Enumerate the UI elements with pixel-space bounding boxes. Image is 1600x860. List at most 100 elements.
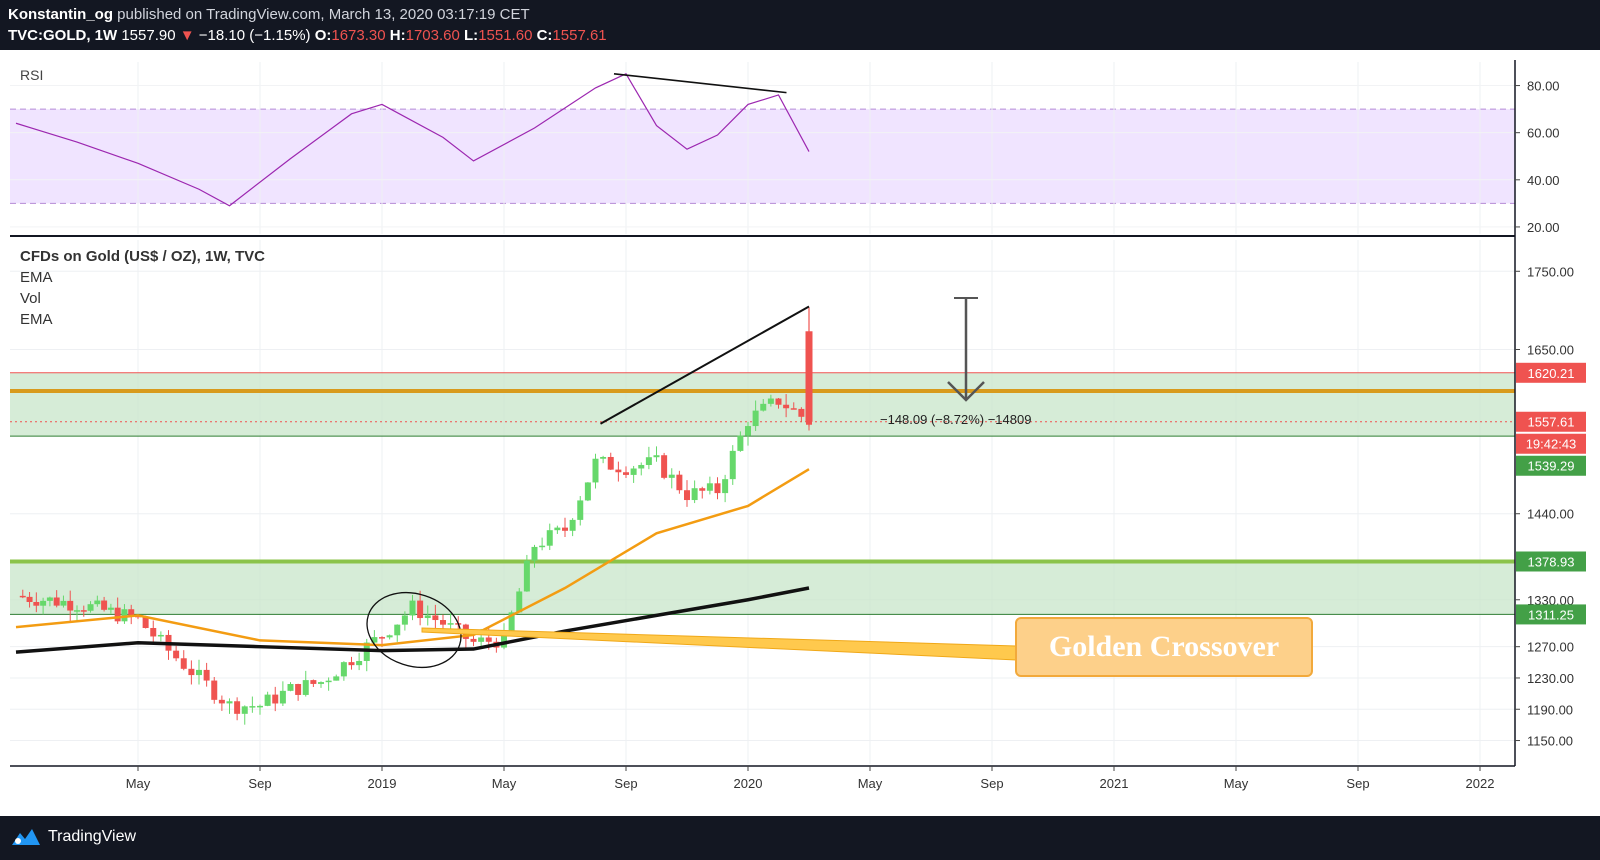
legend-symbol[interactable]: CFDs on Gold (US$ / OZ), 1W, TVC (20, 248, 265, 265)
candle-body (798, 408, 805, 417)
candle-body (310, 680, 317, 684)
x-tick-label: Sep (614, 776, 637, 791)
price-tick-label: 1230.00 (1527, 671, 1574, 686)
candle-body (424, 615, 431, 619)
crossover-circle[interactable] (357, 581, 471, 679)
measure-label: −148.09 (−8.72%) −14809 (880, 412, 1031, 427)
candle-body (196, 669, 202, 676)
price-trend-line[interactable] (600, 305, 810, 425)
candle-body (379, 637, 385, 639)
time-axis[interactable]: May Sep 2019 May Sep 2020 May Sep 2021 May Sep 2022 (126, 766, 1495, 791)
price-badge-label: 1620.21 (1528, 366, 1575, 381)
open-value: 1673.30 (331, 27, 386, 44)
candle-body (562, 527, 568, 531)
candle-body (630, 468, 637, 475)
candle-body (340, 662, 347, 677)
publish-text: published on TradingView.com, March 13, … (117, 6, 530, 23)
price-tick-label: 1190.00 (1527, 702, 1573, 717)
candle-body (706, 483, 713, 491)
callout-box[interactable] (1015, 617, 1313, 677)
candles (19, 307, 813, 725)
candle-body (729, 450, 736, 480)
legend-vol[interactable]: Vol (20, 290, 41, 307)
candle-body (19, 595, 26, 598)
candle-body (87, 604, 94, 611)
down-arrow-icon[interactable] (947, 297, 985, 402)
x-tick-label: May (492, 776, 517, 791)
legend-ema-2[interactable]: EMA (20, 311, 53, 328)
price-tick-label: 1650.00 (1527, 342, 1574, 357)
candle-body (645, 457, 652, 465)
rsi-tick-label: 80.00 (1527, 79, 1560, 94)
high-label: H: (389, 27, 406, 44)
symbol-label[interactable]: TVC:GOLD, 1W (8, 27, 118, 44)
legend-ema-1[interactable]: EMA (20, 269, 53, 286)
candle-body (386, 635, 393, 638)
down-arrow-icon: ▼ (179, 27, 195, 44)
candle-body (432, 615, 439, 621)
symbol-info: TVC:GOLD, 1W 1557.90 ▼ −18.10 (−1.15%) O… (8, 27, 607, 44)
candle-body (722, 479, 729, 494)
candle-body (348, 662, 355, 666)
candle-body (264, 694, 271, 706)
candle-body (531, 546, 538, 561)
x-tick-label: Sep (980, 776, 1003, 791)
x-tick-label: May (126, 776, 151, 791)
price-badge (1516, 604, 1586, 625)
candle-body (623, 472, 629, 475)
candle-body (114, 607, 121, 622)
candle-body (470, 638, 477, 642)
candle-body (775, 398, 782, 405)
callout-text: Golden Crossover (1049, 630, 1279, 663)
price-badge-label: 1557.61 (1528, 415, 1575, 430)
candle-body (53, 597, 60, 606)
candle-body (653, 455, 660, 458)
change-value: −18.10 (−1.15%) (198, 27, 311, 44)
author-name[interactable]: Konstantin_og (8, 6, 113, 23)
rsi-tick-label: 20.00 (1527, 220, 1560, 235)
price-badge (1516, 455, 1586, 476)
rsi-tick-label: 40.00 (1527, 173, 1560, 188)
chart-header: Konstantin_og published on TradingView.c… (0, 0, 1600, 50)
candle-body (767, 398, 774, 404)
candle-body (607, 456, 614, 470)
tradingview-brand[interactable]: TradingView (10, 827, 136, 847)
x-tick-label: 2019 (368, 776, 397, 791)
ema-slow-line (15, 586, 810, 654)
candle-body (94, 600, 101, 605)
candle-body (257, 705, 263, 708)
candle-body (783, 404, 790, 409)
price-badge (1516, 433, 1586, 454)
candle-body (417, 600, 424, 619)
chart-canvas[interactable]: −148.09 (−8.72%) −14809 Golden Crossover… (0, 50, 1600, 816)
candle-body (745, 426, 751, 436)
candle-body (516, 591, 523, 613)
candle-body (485, 637, 492, 642)
candle-body (409, 600, 416, 616)
candle-body (295, 684, 302, 695)
footer-bar: TradingView (0, 816, 1600, 860)
candle-body (218, 699, 225, 704)
candle-body (60, 600, 67, 606)
price-scale[interactable]: 80.00 60.00 40.00 20.00 1750.00 1650.00 1440.0… (1515, 79, 1574, 749)
candle-body (33, 601, 40, 606)
candle-body (333, 676, 340, 681)
x-tick-label: May (858, 776, 883, 791)
candle-body (180, 658, 187, 669)
price-badge-label: 1539.29 (1528, 459, 1575, 474)
rsi-tick-label: 60.00 (1527, 126, 1560, 141)
rsi-divergence-line[interactable] (613, 72, 787, 94)
price-badge (1516, 411, 1586, 432)
candle-body (107, 607, 114, 610)
candle-body (584, 482, 591, 501)
support-zones (10, 372, 1515, 615)
candle-body (325, 680, 332, 683)
x-tick-label: Sep (1346, 776, 1369, 791)
candle-body (371, 637, 378, 643)
price-tick-label: 1330.00 (1527, 593, 1574, 608)
candle-body (676, 474, 683, 491)
price-tick-label: 1750.00 (1527, 264, 1574, 279)
candle-body (142, 616, 149, 628)
price-tick-label: 1440.00 (1527, 507, 1574, 522)
x-tick-label: Sep (248, 776, 271, 791)
